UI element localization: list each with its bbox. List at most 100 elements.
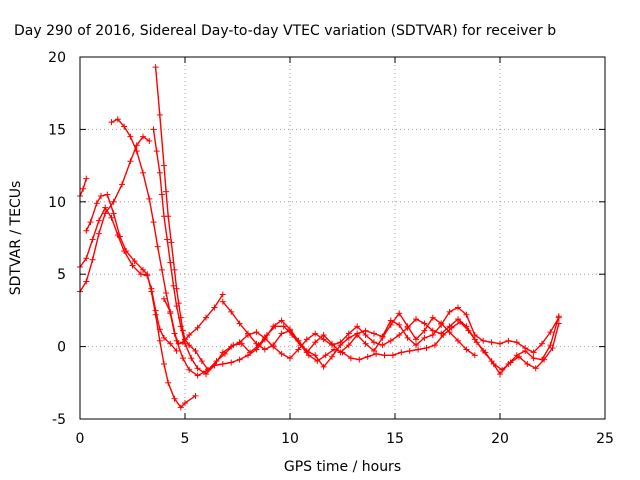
data-point-marker [505, 337, 512, 344]
data-point-marker [455, 337, 461, 344]
y-tick-label: 5 [57, 267, 66, 283]
data-point-marker [446, 308, 453, 315]
data-point-marker [312, 352, 319, 359]
data-point-marker [110, 198, 117, 205]
data-point-marker [331, 346, 338, 353]
data-point-marker [146, 195, 153, 202]
data-series [108, 116, 226, 347]
data-point-marker [354, 332, 361, 339]
data-point-marker [186, 366, 193, 373]
data-point-marker [173, 337, 180, 344]
data-point-marker [127, 158, 134, 165]
data-point-marker [389, 352, 396, 359]
data-point-marker [156, 169, 163, 176]
data-point-marker [108, 119, 115, 126]
data-point-marker [396, 332, 403, 339]
data-point-marker [170, 282, 177, 289]
data-point-marker [329, 340, 335, 347]
data-point-marker [356, 356, 363, 363]
data-point-marker [446, 323, 453, 330]
data-point-marker [95, 230, 102, 237]
data-point-marker [182, 400, 188, 407]
data-point-marker [167, 259, 174, 266]
data-point-marker [245, 330, 251, 337]
data-point-marker [89, 256, 96, 263]
data-point-marker [179, 355, 186, 362]
data-point-marker [413, 316, 419, 323]
data-series [77, 204, 180, 354]
data-point-marker [347, 355, 354, 362]
data-point-marker [188, 355, 195, 362]
data-point-marker [148, 285, 155, 292]
data-point-marker [261, 346, 268, 353]
data-point-marker [89, 236, 96, 243]
data-point-marker [379, 334, 386, 341]
data-point-marker [438, 330, 445, 337]
data-point-marker [303, 349, 310, 356]
data-point-marker [110, 210, 117, 217]
data-point-marker [463, 323, 470, 330]
data-point-marker [524, 360, 531, 367]
data-point-marker [381, 352, 388, 359]
data-point-marker [161, 334, 167, 341]
data-point-marker [421, 320, 428, 327]
data-series [219, 298, 478, 359]
data-point-marker [161, 213, 167, 220]
data-point-marker [211, 362, 218, 369]
data-point-marker [140, 266, 146, 273]
data-point-marker [137, 271, 144, 278]
data-series [150, 126, 562, 378]
y-tick-label: 20 [48, 50, 66, 66]
data-point-marker [93, 200, 100, 207]
tick-layer: 0 5 10 15 20 25 -5 0 5 10 15 20 [48, 50, 614, 447]
data-point-marker [272, 323, 279, 330]
data-series [77, 133, 153, 295]
data-point-marker [236, 320, 243, 327]
data-point-marker [140, 133, 146, 140]
data-point-marker [371, 347, 377, 354]
data-point-marker [312, 339, 319, 346]
y-tick-label: 15 [48, 122, 66, 138]
data-point-marker [236, 356, 243, 363]
data-point-marker [102, 204, 109, 211]
data-point-marker [371, 339, 377, 346]
data-point-marker [177, 404, 184, 411]
data-point-marker [186, 342, 193, 349]
data-point-marker [532, 365, 539, 372]
data-point-marker [161, 295, 167, 302]
data-point-marker [161, 162, 167, 169]
data-point-marker [415, 346, 422, 353]
data-point-marker [83, 278, 90, 285]
data-point-marker [547, 329, 554, 336]
data-point-marker [219, 349, 226, 356]
data-point-marker [158, 191, 165, 198]
data-point-marker [144, 272, 151, 279]
data-point-marker [404, 334, 411, 341]
data-point-marker [547, 342, 554, 349]
x-tick-label: 10 [281, 431, 299, 447]
data-point-marker [171, 266, 178, 273]
data-point-marker [438, 320, 445, 327]
y-axis-label: SDTVAR / TECUs [8, 181, 24, 296]
data-point-marker [198, 358, 205, 365]
data-point-marker [108, 214, 115, 221]
data-point-marker [167, 340, 174, 347]
data-point-marker [168, 239, 175, 246]
data-point-marker [121, 123, 128, 130]
data-point-marker [163, 188, 170, 195]
data-point-marker [219, 298, 226, 305]
data-point-marker [320, 332, 327, 339]
data-point-marker [406, 347, 413, 354]
x-axis-label: GPS time / hours [284, 459, 401, 475]
grid-layer [80, 57, 605, 419]
data-point-marker [345, 342, 352, 349]
data-point-marker [114, 232, 121, 239]
data-point-marker [153, 148, 160, 155]
data-point-marker [158, 266, 165, 273]
data-point-marker [280, 323, 287, 330]
data-point-marker [83, 255, 90, 262]
data-point-marker [156, 326, 163, 333]
data-point-marker [387, 321, 394, 328]
data-point-marker [253, 329, 260, 336]
